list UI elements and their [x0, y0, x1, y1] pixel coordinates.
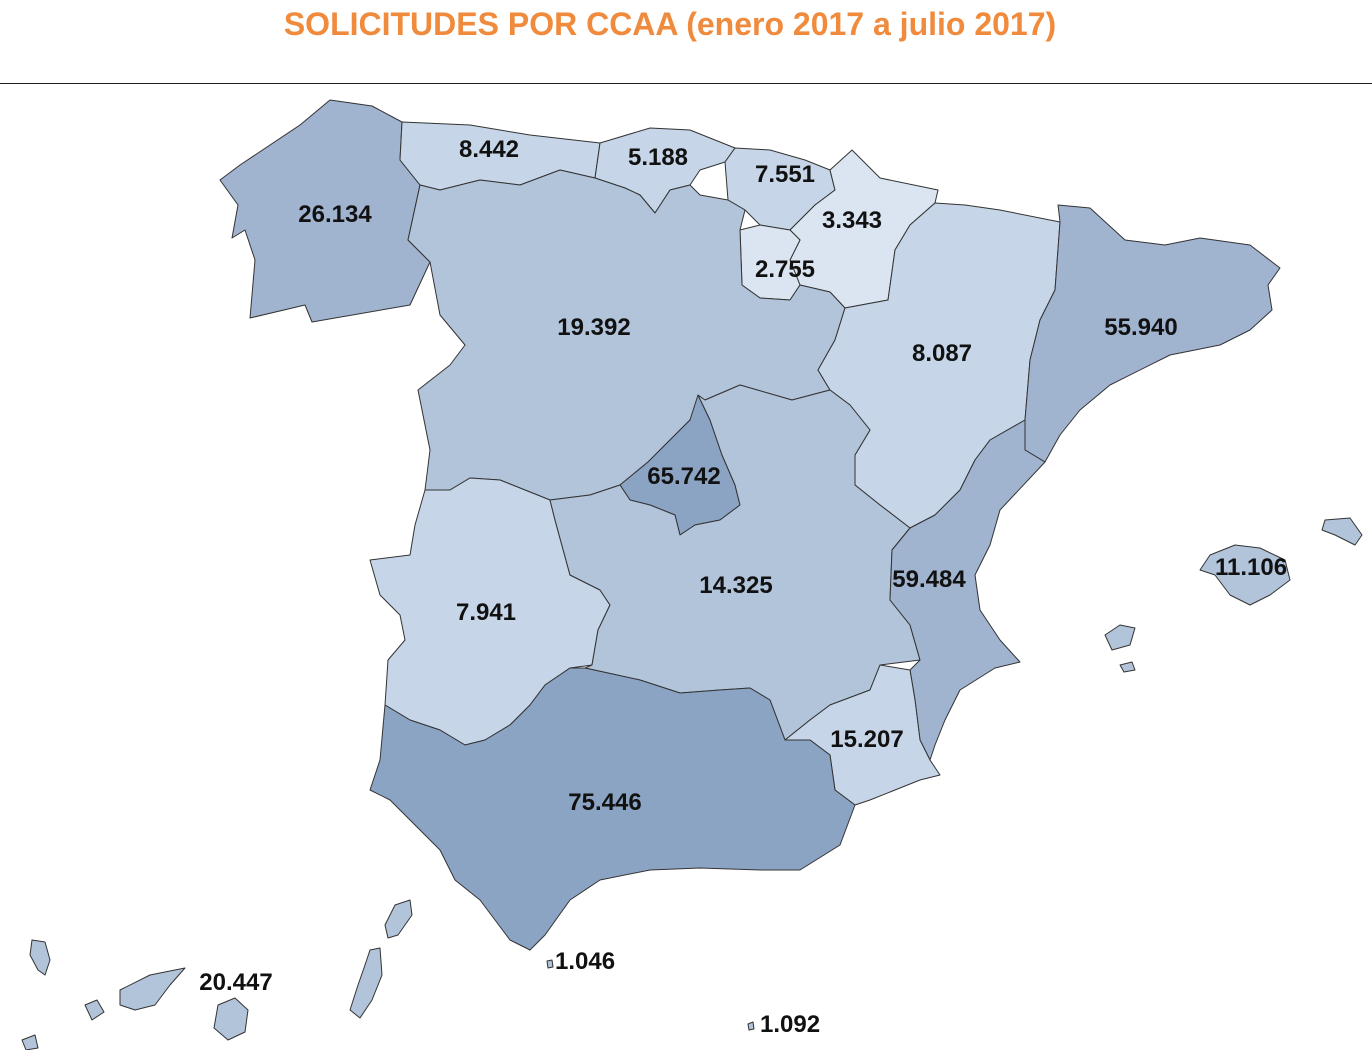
region-canarias-lanzarote[interactable]	[384, 899, 413, 939]
value-label-asturias: 8.442	[459, 136, 519, 163]
region-canarias-gran-canaria[interactable]	[213, 997, 249, 1041]
region-ceuta[interactable]	[546, 959, 554, 969]
region-canarias-tenerife[interactable]	[119, 967, 186, 1011]
region-baleares-mallorca[interactable]	[1199, 544, 1291, 606]
value-label-cataluna: 55.940	[1104, 314, 1177, 341]
region-cataluna[interactable]	[1024, 204, 1281, 463]
region-canarias-la-palma[interactable]	[29, 939, 51, 976]
value-label-melilla: 1.092	[760, 1011, 820, 1038]
value-label-extremadura: 7.941	[456, 599, 516, 626]
region-baleares-formentera[interactable]	[1119, 661, 1136, 673]
region-canarias-fuerteventura[interactable]	[349, 947, 383, 1019]
map-title: SOLICITUDES POR CCAA (enero 2017 a julio…	[283, 6, 1057, 42]
region-murcia[interactable]	[784, 664, 941, 806]
value-label-andalucia: 75.446	[568, 789, 641, 816]
value-label-cantabria: 5.188	[628, 144, 688, 171]
title-divider	[0, 83, 1372, 84]
value-label-baleares: 11.106	[1215, 554, 1287, 581]
value-label-navarra: 3.343	[822, 207, 882, 234]
value-label-aragon: 8.087	[912, 340, 972, 367]
value-label-galicia: 26.134	[298, 201, 372, 228]
value-label-pais-vasco: 7.551	[755, 161, 815, 188]
value-label-castilla-la-mancha: 14.325	[699, 572, 772, 599]
value-label-valencia: 59.484	[892, 566, 966, 593]
region-andalucia[interactable]	[369, 667, 856, 951]
value-label-murcia: 15.207	[830, 726, 903, 753]
value-label-canarias: 20.447	[199, 969, 272, 996]
value-label-la-rioja: 2.755	[755, 256, 815, 283]
region-melilla[interactable]	[747, 1021, 755, 1031]
region-canarias-la-gomera[interactable]	[84, 999, 105, 1021]
value-label-ceuta: 1.046	[555, 948, 615, 975]
value-label-madrid: 65.742	[647, 463, 720, 490]
region-baleares-menorca[interactable]	[1321, 517, 1363, 546]
value-label-castilla-leon: 19.392	[557, 314, 630, 341]
region-canarias-el-hierro[interactable]	[21, 1034, 39, 1050]
region-baleares-ibiza[interactable]	[1104, 624, 1136, 651]
